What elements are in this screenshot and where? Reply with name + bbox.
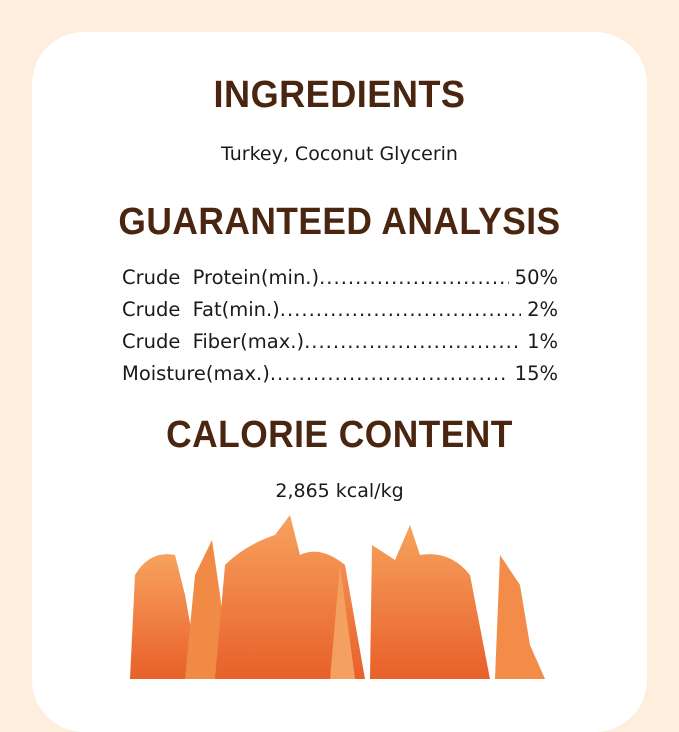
analysis-row: Crude Fat(min.).........................… <box>122 294 558 326</box>
row-label: Crude Fat(min.) <box>122 298 280 321</box>
calorie-heading: CALORIE CONTENT <box>166 414 513 456</box>
jerky-strip <box>495 555 545 679</box>
ingredients-text: Turkey, Coconut Glycerin <box>221 143 458 165</box>
row-value: 15% <box>514 362 558 385</box>
analysis-row: Moisture(max.)..........................… <box>122 358 558 390</box>
analysis-row: Crude Fiber(max.).......................… <box>122 326 558 358</box>
dot-leader: ........................................… <box>319 266 509 289</box>
ingredients-heading: INGREDIENTS <box>213 74 466 116</box>
row-value: 50% <box>514 266 558 289</box>
dot-leader: ........................................… <box>269 362 509 385</box>
row-value: 2% <box>527 298 558 321</box>
analysis-heading: GUARANTEED ANALYSIS <box>118 201 561 243</box>
analysis-row: Crude Protein(min.).....................… <box>122 262 558 294</box>
jerky-strip <box>215 515 365 679</box>
dot-leader: ........................................… <box>279 298 522 321</box>
jerky-strip <box>370 525 490 679</box>
jerky-strip <box>130 554 200 679</box>
jerky-strip <box>330 565 355 679</box>
analysis-table: Crude Protein(min.).....................… <box>122 262 558 390</box>
row-label: Crude Protein(min.) <box>122 266 320 289</box>
calorie-text: 2,865 kcal/kg <box>275 480 404 502</box>
row-label: Moisture(max.) <box>122 362 270 385</box>
dot-leader: ........................................… <box>304 330 521 353</box>
row-value: 1% <box>527 330 558 353</box>
jerky-image <box>130 515 545 679</box>
row-label: Crude Fiber(max.) <box>122 330 305 353</box>
